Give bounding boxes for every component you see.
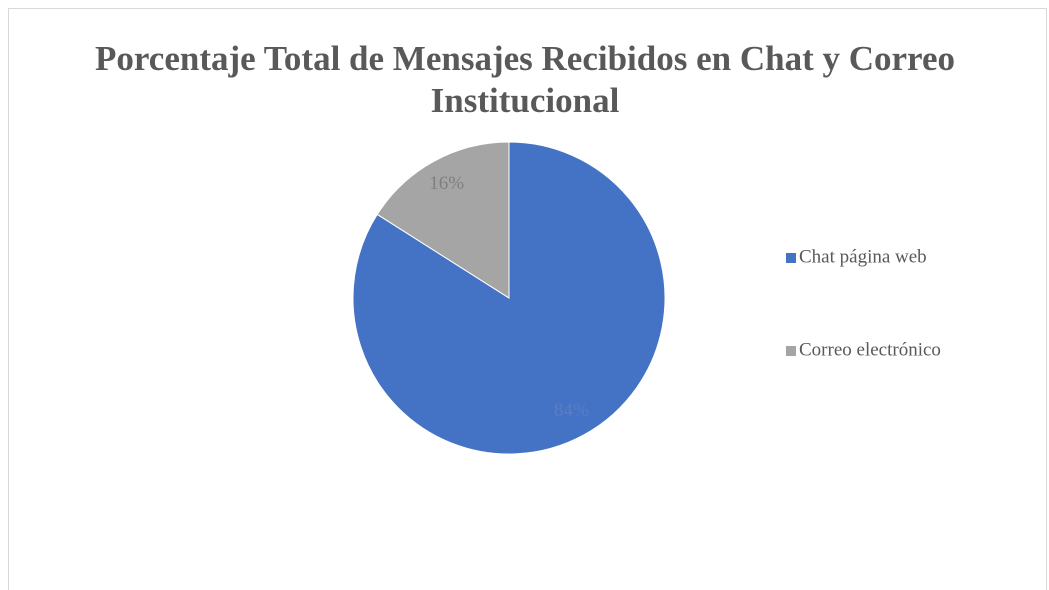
chart-title: Porcentaje Total de Mensajes Recibidos e… [95,39,955,120]
legend-label: Chat página web [799,246,927,267]
pie-slice [376,141,510,299]
data-label: 84% [554,400,589,421]
legend-swatch [786,253,796,263]
chart-border [8,8,1047,590]
legend-label: Correo electrónico [799,339,941,360]
data-label: 16% [429,173,464,194]
legend-swatch [786,346,796,356]
